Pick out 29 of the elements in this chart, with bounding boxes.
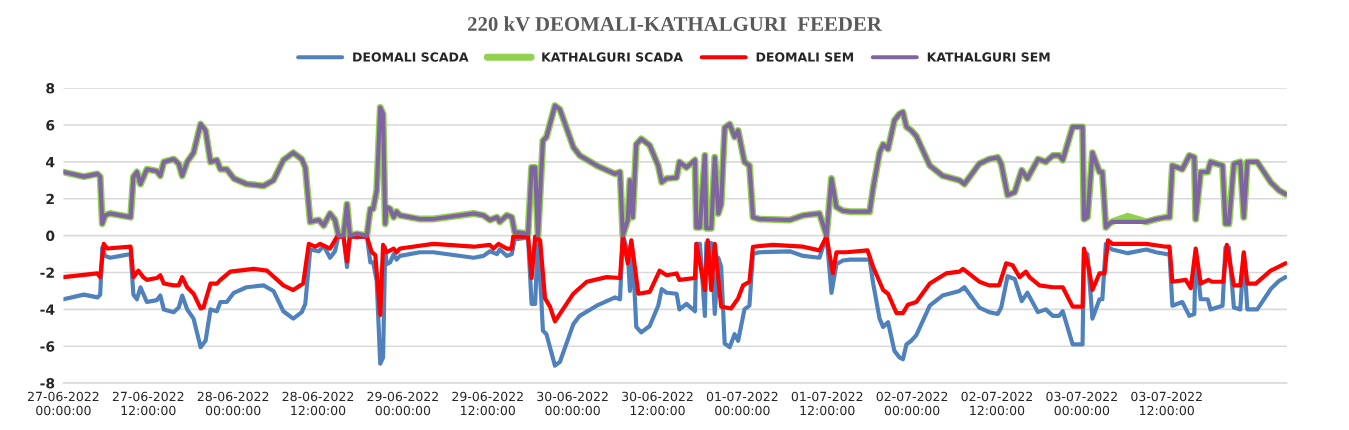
- y-tick-label: 6: [46, 120, 55, 131]
- x-tick-label: 01-07-2022 00:00:00: [706, 391, 778, 416]
- legend-label: KATHALGURI SCADA: [542, 52, 683, 62]
- line-series: [63, 234, 1287, 324]
- y-tick-label: 2: [46, 193, 54, 205]
- x-tick-label: 02-07-2022 12:00:00: [961, 391, 1033, 416]
- x-tick-label: 29-06-2022 00:00:00: [367, 391, 438, 416]
- x-tick-label: 03-07-2022 00:00:00: [1046, 391, 1117, 416]
- y-tick-label: -6: [40, 341, 55, 352]
- y-tick-label: 8: [46, 83, 55, 94]
- x-tick-label: 27-06-2022 00:00:00: [28, 391, 99, 416]
- x-tick-label: 29-06-2022 12:00:00: [452, 391, 523, 416]
- legend-label: KATHALGURI SEM: [927, 52, 1050, 62]
- legend-label: DEOMALI SEM: [756, 52, 853, 62]
- y-tick-label: 0: [46, 230, 55, 242]
- y-tick-label: -8: [40, 378, 55, 389]
- legend-label: DEOMALI SCADA: [353, 52, 469, 62]
- x-tick-label: 02-07-2022 00:00:00: [876, 391, 948, 416]
- x-tick-label: 03-07-2022 12:00:00: [1131, 391, 1202, 416]
- y-tick-label: -2: [40, 267, 54, 278]
- x-tick-label: 30-06-2022 00:00:00: [537, 391, 608, 416]
- x-tick-label: 28-06-2022 00:00:00: [197, 391, 269, 416]
- x-tick-label: 28-06-2022 12:00:00: [282, 391, 354, 416]
- x-tick-label: 27-06-2022 12:00:00: [112, 391, 184, 416]
- y-tick-label: 4: [46, 157, 55, 168]
- x-tick-label: 01-07-2022 12:00:00: [791, 391, 863, 416]
- chart-title: 220 kV DEOMALI-KATHALGURI FEEDER: [467, 16, 883, 32]
- x-tick-label: 30-06-2022 12:00:00: [622, 391, 693, 416]
- y-tick-label: -4: [40, 304, 55, 315]
